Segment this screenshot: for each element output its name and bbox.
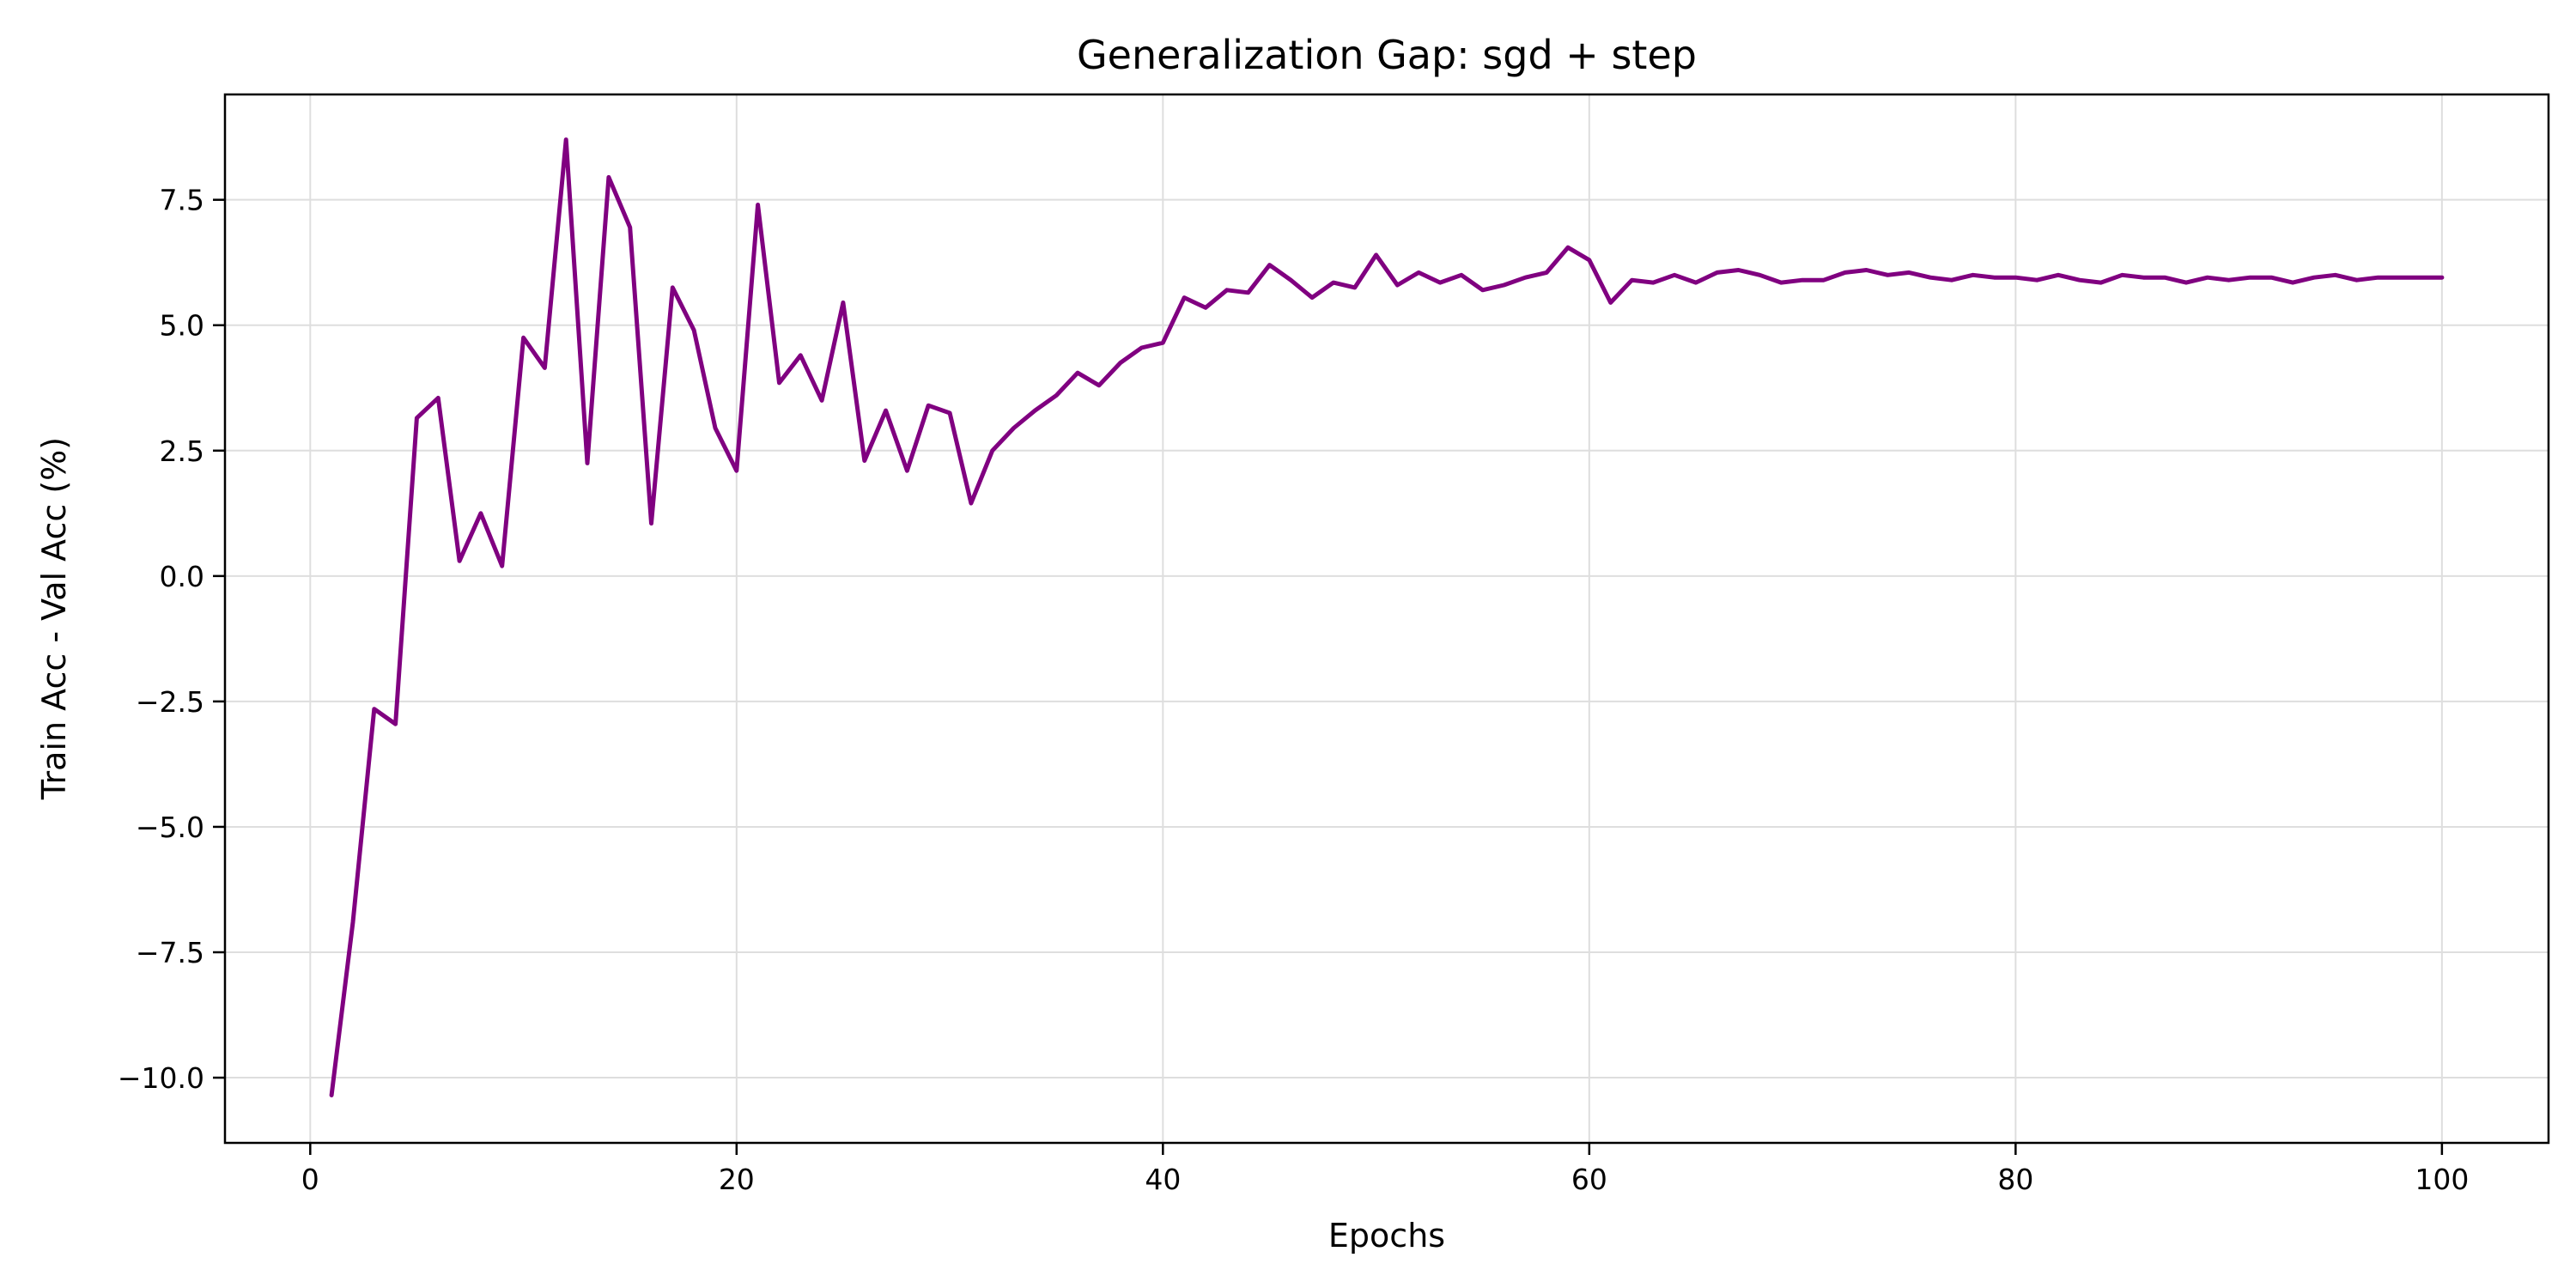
grid-lines [225, 94, 2549, 1143]
y-tick-label: 0.0 [160, 560, 204, 593]
x-tick-label: 40 [1145, 1163, 1181, 1196]
y-tick-label: 2.5 [160, 434, 204, 468]
x-tick-label: 60 [1571, 1163, 1607, 1196]
x-tick-label: 20 [719, 1163, 755, 1196]
x-axis-label: Epochs [1328, 1217, 1445, 1255]
y-tick-label: −10.0 [118, 1061, 204, 1095]
y-axis-label: Train Acc - Val Acc (%) [35, 437, 73, 800]
y-tick-label: −2.5 [136, 685, 204, 719]
series-layer [329, 137, 2445, 1097]
y-tick-label: 5.0 [160, 309, 204, 343]
y-tick-label: −7.5 [136, 936, 204, 969]
x-tick-label: 0 [301, 1163, 319, 1196]
x-tick-label: 80 [1997, 1163, 2033, 1196]
plot-area-frame [223, 93, 2550, 1145]
series-line-generalization-gap [329, 137, 2445, 1097]
chart-title: Generalization Gap: sgd + step [1077, 32, 1697, 78]
x-tick-label: 100 [2415, 1163, 2469, 1196]
y-axis-ticks: 7.5 5.0 2.5 0.0 −2.5 −5.0 −7.5 −10.0 [118, 184, 225, 1095]
y-tick-label: 7.5 [160, 184, 204, 217]
x-axis-ticks: 0 20 40 60 80 100 [301, 1143, 2469, 1196]
y-tick-label: −5.0 [136, 811, 204, 844]
